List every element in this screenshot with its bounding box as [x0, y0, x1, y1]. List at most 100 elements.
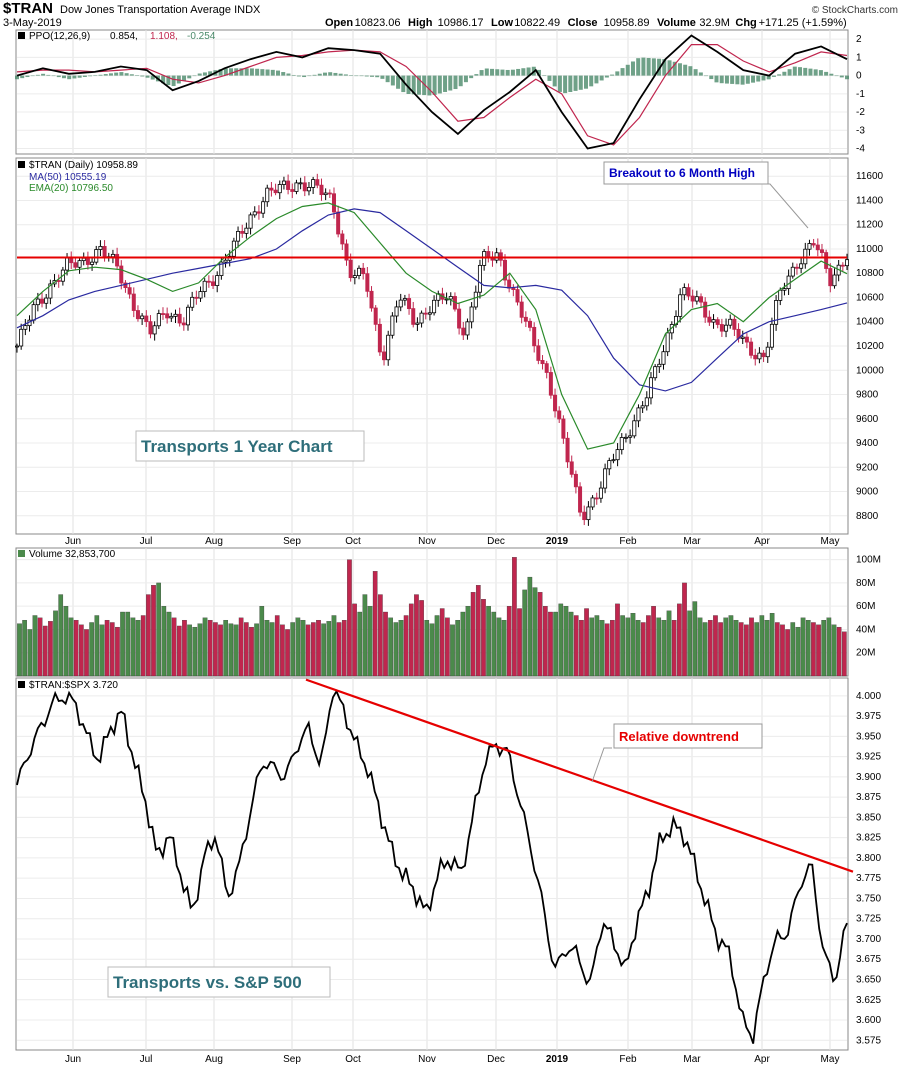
ppo-histogram-bar	[369, 75, 374, 77]
ppo-histogram-bar	[798, 67, 803, 76]
volume-bar	[130, 617, 136, 677]
candle-body	[65, 257, 70, 271]
price-tick-label: 10000	[856, 365, 884, 376]
ppo-histogram-bar	[375, 75, 380, 78]
ppo-histogram-bar	[505, 69, 510, 76]
x-tick-label: Aug	[205, 536, 223, 547]
x-tick-label: Dec	[487, 1054, 505, 1065]
ppo-histogram-bar	[698, 72, 703, 76]
candle-body	[98, 246, 103, 250]
ppo-signal-line	[16, 43, 848, 146]
volume-bar	[496, 617, 502, 677]
ppo-histogram-bar	[437, 75, 442, 94]
x-tick-label: Jul	[140, 536, 153, 547]
ppo-histogram-bar	[187, 75, 192, 79]
candle-body	[515, 289, 520, 303]
candle-body	[761, 352, 766, 358]
ppo-histogram-bar	[30, 75, 35, 77]
volume-bar	[666, 610, 672, 677]
volume-bar	[640, 622, 646, 677]
volume-bar	[682, 582, 687, 677]
ratio-tick-label: 3.625	[856, 995, 881, 1006]
candle-body	[536, 345, 541, 361]
volume-bar	[393, 622, 399, 677]
volume-label: Volume 32,853,700	[18, 549, 116, 560]
ppo-histogram-bar	[317, 73, 322, 76]
volume-bar	[620, 615, 625, 677]
candle-body	[256, 211, 261, 214]
candle-body	[419, 312, 424, 324]
candle-body	[369, 290, 374, 309]
ema20-line	[16, 202, 848, 450]
candle-body	[69, 257, 74, 264]
candle-body	[19, 328, 24, 347]
candle-body	[265, 187, 270, 203]
ppo-histogram-bar	[615, 71, 620, 76]
candle-body	[35, 298, 40, 306]
ratio-tick-label: 3.950	[856, 731, 881, 742]
candle-body	[824, 252, 829, 269]
candle-body	[523, 316, 528, 322]
ppo-histogram-bar	[406, 75, 411, 94]
ppo-tick-label: 0	[856, 71, 862, 82]
ppo-histogram-bar	[834, 75, 839, 77]
volume-bar	[630, 613, 636, 677]
candle-body	[31, 304, 36, 321]
price-tick-label: 10400	[856, 317, 884, 328]
candle-body	[14, 345, 19, 348]
volume-bar	[481, 599, 486, 677]
volume-bar	[579, 619, 584, 677]
ratio-plot	[16, 678, 854, 1044]
candle-body	[386, 334, 391, 361]
ppo-histogram-bar	[103, 74, 108, 76]
candle-body	[636, 407, 641, 422]
ppo-histogram-bar	[589, 75, 594, 87]
candle-body	[682, 287, 687, 296]
candle-body	[123, 282, 128, 289]
volume-bar	[465, 606, 471, 677]
ppo-histogram-bar	[751, 75, 756, 83]
candle-body	[603, 468, 608, 489]
candle-body	[306, 187, 311, 192]
ppo-label-prefix: PPO(12,26,9)	[29, 31, 90, 42]
price-plot	[14, 173, 850, 526]
volume-bar	[439, 608, 445, 677]
candle-body	[315, 179, 320, 186]
candle-body	[298, 182, 303, 185]
candle-body	[140, 315, 145, 320]
candle-body	[699, 296, 704, 303]
volume-bar	[84, 629, 89, 677]
volume-bar	[68, 617, 74, 677]
ppo-histogram-bar	[667, 60, 672, 76]
volume-bar	[228, 623, 234, 677]
volume-bar	[486, 606, 491, 677]
candle-body	[81, 257, 86, 262]
candle-body	[115, 253, 120, 267]
ppo-histogram-bar	[244, 68, 249, 76]
candle-body	[753, 354, 758, 360]
volume-bar	[269, 622, 275, 677]
ppo-histogram-bar	[443, 75, 448, 92]
volume-bar	[403, 615, 409, 677]
ohlc-key-2: Low	[491, 17, 513, 29]
ppo-histogram-bar	[416, 75, 421, 95]
volume-bar	[656, 617, 662, 677]
candle-body	[90, 261, 95, 265]
volume-bar	[537, 592, 543, 677]
ppo-histogram-bar	[312, 74, 317, 76]
ppo-histogram-bar	[557, 75, 562, 92]
volume-bar	[213, 622, 218, 677]
ema20-label: EMA(20) 10796.50	[29, 183, 113, 194]
price-label: $TRAN (Daily) 10958.89 MA(50) 10555.19 E…	[18, 160, 138, 194]
candle-body	[832, 274, 837, 287]
ratio-tick-label: 3.825	[856, 833, 881, 844]
volume-bar	[223, 619, 229, 677]
candle-body	[686, 287, 691, 297]
volume-bar	[790, 622, 796, 677]
volume-bar	[460, 611, 466, 677]
volume-bar	[610, 619, 615, 677]
ppo-histogram-bar	[385, 75, 390, 83]
candle-body	[765, 346, 770, 358]
volume-bar	[197, 623, 203, 677]
candle-body	[461, 327, 466, 336]
